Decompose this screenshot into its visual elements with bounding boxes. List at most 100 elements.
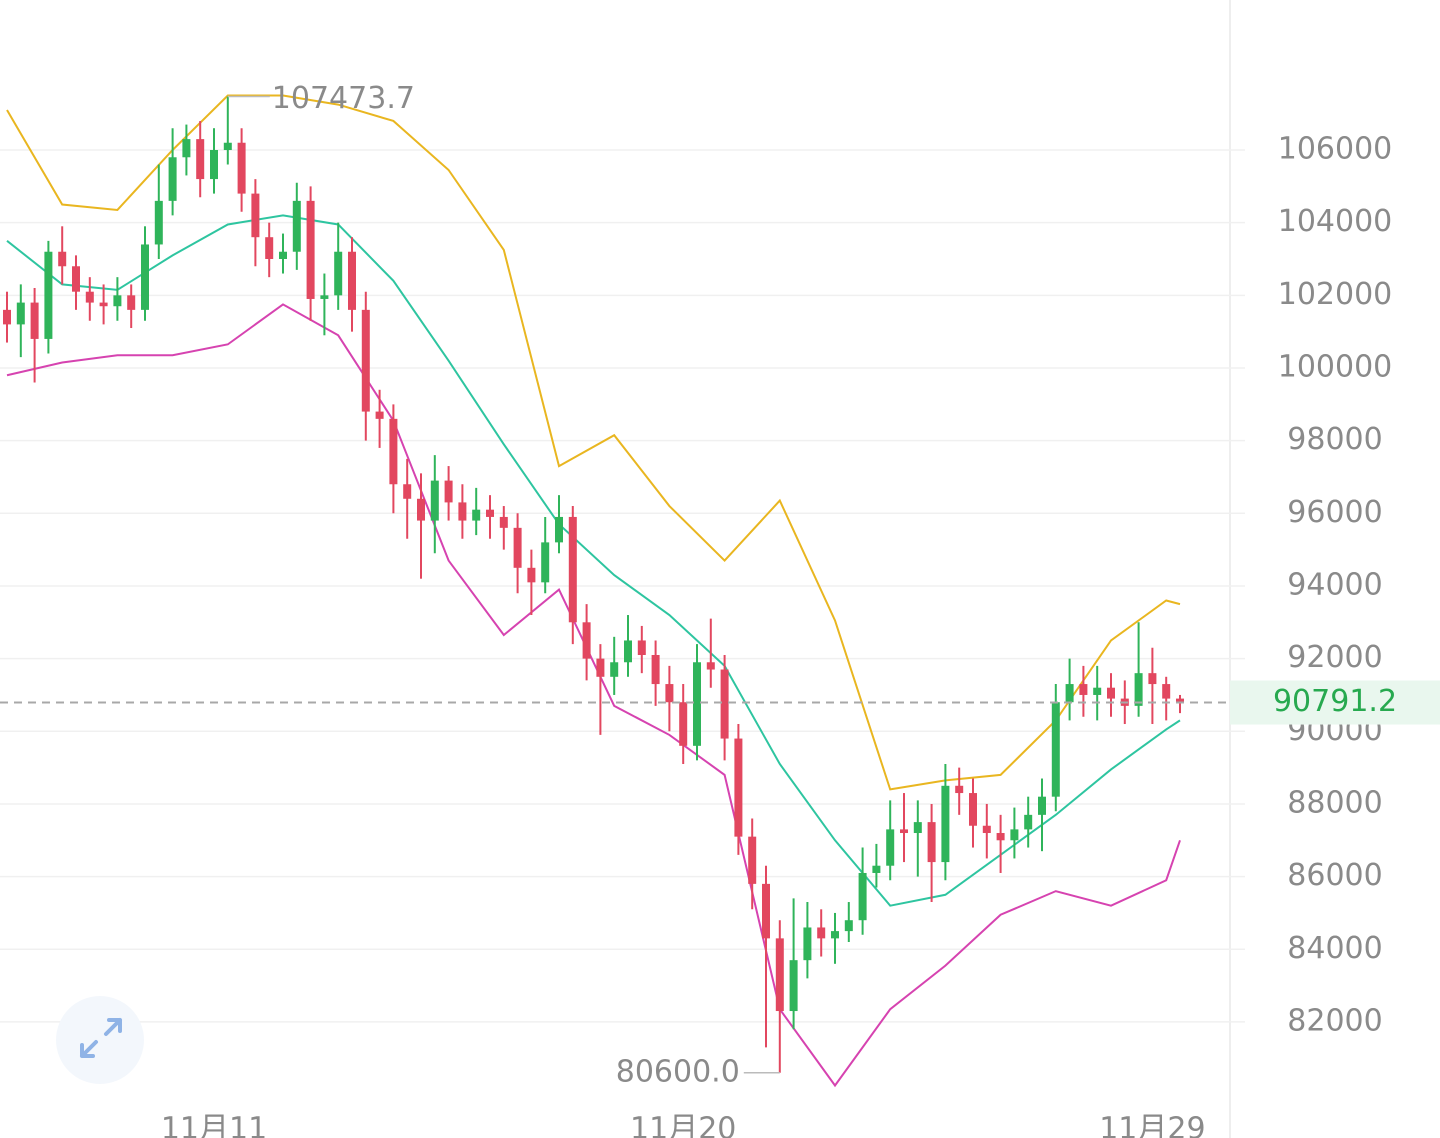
candle-body bbox=[182, 139, 191, 158]
band-line bbox=[6, 94, 1181, 791]
candle-body bbox=[693, 662, 701, 746]
candle-body bbox=[1010, 829, 1019, 841]
y-tick-label: 84000 bbox=[1287, 931, 1382, 966]
candle-body bbox=[886, 829, 895, 866]
candle-body bbox=[789, 960, 798, 1012]
candle-body bbox=[3, 309, 11, 325]
candle-body bbox=[306, 200, 315, 299]
max-label: 107473.7 bbox=[272, 81, 415, 116]
candle-body bbox=[72, 266, 80, 292]
candle-body bbox=[85, 291, 94, 303]
candle-body bbox=[499, 516, 508, 528]
candle-body bbox=[58, 251, 67, 267]
candle-body bbox=[858, 872, 867, 921]
candle-body bbox=[265, 237, 274, 259]
candle-body bbox=[803, 927, 812, 961]
x-tick-label: 11月29 bbox=[1099, 1112, 1205, 1138]
candle-body bbox=[403, 484, 412, 499]
candle-body bbox=[168, 157, 177, 201]
candle-body bbox=[872, 865, 881, 873]
candle-body bbox=[44, 251, 53, 339]
x-tick-label: 11月20 bbox=[630, 1112, 736, 1138]
candle-body bbox=[955, 785, 964, 794]
candle-body bbox=[969, 793, 977, 826]
candle-body bbox=[1038, 796, 1046, 815]
y-tick-label: 98000 bbox=[1287, 422, 1382, 457]
band-line bbox=[6, 303, 1181, 1088]
y-tick-label: 92000 bbox=[1287, 640, 1382, 675]
candle-body bbox=[99, 302, 108, 307]
candle-body bbox=[624, 640, 632, 663]
candle-body bbox=[251, 193, 260, 238]
candle-body bbox=[941, 785, 950, 863]
candle-body bbox=[610, 662, 619, 677]
candle-body bbox=[292, 200, 301, 252]
candle-body bbox=[1024, 814, 1033, 830]
candle-body bbox=[679, 702, 688, 746]
candle-body bbox=[458, 502, 467, 521]
candle-body bbox=[141, 244, 149, 310]
candle-body bbox=[279, 251, 287, 259]
candle-body bbox=[223, 142, 232, 151]
candle-body bbox=[831, 931, 839, 939]
candle-body bbox=[568, 516, 577, 623]
candle-body bbox=[486, 509, 494, 517]
candle-body bbox=[210, 150, 218, 180]
y-tick-label: 102000 bbox=[1278, 277, 1393, 312]
last-price-label: 90791.2 bbox=[1273, 684, 1397, 719]
candle-body bbox=[430, 480, 439, 521]
candle-body bbox=[651, 654, 660, 685]
candle-body bbox=[665, 684, 674, 703]
candle-body bbox=[1162, 684, 1171, 699]
candle-body bbox=[1134, 673, 1143, 706]
x-tick-label: 11月11 bbox=[161, 1112, 267, 1138]
candle-body bbox=[16, 302, 25, 325]
candle-body bbox=[513, 527, 522, 568]
candle-body bbox=[1051, 702, 1060, 797]
candle-body bbox=[348, 251, 356, 310]
candle-body bbox=[982, 825, 991, 834]
candle-body bbox=[748, 836, 757, 884]
candle-body bbox=[1148, 673, 1157, 685]
expand-icon[interactable] bbox=[80, 1018, 122, 1058]
candle-body bbox=[844, 920, 853, 932]
candle-body bbox=[927, 822, 936, 863]
candle-body bbox=[996, 833, 1005, 841]
candle-body bbox=[775, 938, 784, 1012]
candle-body bbox=[734, 738, 743, 837]
candle-body bbox=[196, 139, 205, 180]
candle-body bbox=[1079, 684, 1088, 695]
candle-body bbox=[720, 669, 729, 739]
y-tick-label: 104000 bbox=[1278, 204, 1393, 239]
candle-body bbox=[127, 295, 136, 310]
candle-body bbox=[444, 480, 453, 503]
candle-body bbox=[913, 822, 922, 834]
last-price-bg bbox=[1230, 680, 1440, 725]
candle-body bbox=[361, 309, 370, 412]
y-tick-label: 88000 bbox=[1287, 785, 1382, 820]
expand-button[interactable] bbox=[56, 996, 144, 1084]
candle-body bbox=[762, 883, 770, 939]
candle-body bbox=[541, 542, 550, 583]
candle-body bbox=[30, 302, 39, 339]
candle-body bbox=[154, 200, 163, 245]
candle-body bbox=[334, 251, 343, 296]
candle-body bbox=[1176, 698, 1184, 703]
candle-body bbox=[900, 829, 908, 834]
y-tick-label: 100000 bbox=[1278, 349, 1393, 384]
candle-body bbox=[1065, 684, 1074, 703]
expand-bg[interactable] bbox=[56, 996, 144, 1084]
y-tick-label: 82000 bbox=[1287, 1003, 1382, 1038]
candle-body bbox=[706, 662, 715, 670]
band-line bbox=[6, 214, 1181, 907]
candle-body bbox=[113, 295, 122, 307]
candle-body bbox=[417, 498, 425, 521]
candle-body bbox=[320, 295, 329, 299]
candle-body bbox=[555, 516, 563, 543]
candle-body bbox=[389, 418, 398, 485]
y-tick-label: 106000 bbox=[1278, 132, 1393, 167]
min-label: 80600.0 bbox=[616, 1054, 740, 1089]
candle-body bbox=[237, 142, 246, 194]
candle-body bbox=[375, 411, 384, 419]
